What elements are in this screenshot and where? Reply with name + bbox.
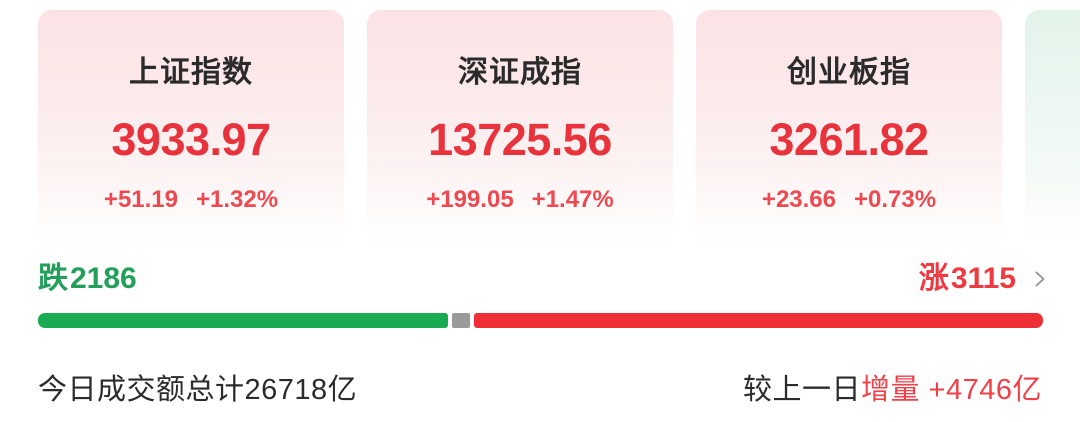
index-card-title: 创业板指	[787, 56, 911, 89]
advancers-group[interactable]: 涨3115	[919, 258, 1050, 300]
index-card-chinext[interactable]: 创业板指 3261.82 +23.66 +0.73%	[696, 10, 1002, 245]
index-card-title: 上证指数	[129, 56, 253, 89]
index-card-value: 3933.97	[111, 114, 271, 165]
turnover-row: 今日成交额总计26718亿 较上一日增量 +4746亿	[0, 362, 1080, 412]
index-change-absolute: +199.05	[426, 186, 514, 213]
index-change-absolute: +51.19	[103, 186, 178, 213]
turnover-change-prefix: 较上一日	[742, 374, 861, 406]
index-card-next-partial[interactable]	[1025, 10, 1080, 245]
index-card-value: 13725.56	[428, 114, 612, 165]
index-card-deltas: +23.66 +0.73%	[696, 188, 1002, 212]
advancers-count: 3115	[950, 262, 1016, 295]
index-cards-strip: 上证指数 3933.97 +51.19 +1.32% 深证成指 13725.56 …	[38, 10, 1080, 245]
decliners-label: 跌2186	[38, 258, 137, 300]
market-breadth-section: 跌2186 涨3115	[0, 258, 1080, 328]
index-change-percent: +1.47%	[531, 186, 614, 213]
decliners-text: 跌	[38, 262, 68, 295]
index-card-value: 3261.82	[769, 114, 929, 165]
index-card-title: 深证成指	[458, 56, 582, 89]
turnover-change-value: 增量 +4746亿	[860, 374, 1042, 406]
breadth-bar-unchanged	[452, 313, 470, 328]
index-change-absolute: +23.66	[761, 186, 836, 213]
index-card-deltas: +199.05 +1.47%	[367, 188, 673, 212]
turnover-total: 今日成交额总计26718亿	[38, 374, 358, 406]
breadth-labels-row: 跌2186 涨3115	[0, 258, 1080, 300]
index-card-shanghai[interactable]: 上证指数 3933.97 +51.19 +1.32%	[38, 10, 344, 245]
index-change-percent: +1.32%	[196, 186, 279, 213]
turnover-change: 较上一日增量 +4746亿	[743, 366, 1042, 408]
breadth-bar-advancers	[474, 313, 1043, 328]
index-change-percent: +0.73%	[854, 186, 937, 213]
index-card-deltas: +51.19 +1.32%	[38, 188, 344, 212]
breadth-progress-bar[interactable]	[38, 313, 1043, 328]
chevron-right-icon[interactable]	[1030, 269, 1050, 289]
advancers-text: 涨	[918, 262, 949, 295]
decliners-count: 2186	[70, 262, 137, 295]
breadth-bar-decliners	[38, 313, 448, 328]
index-card-shenzhen[interactable]: 深证成指 13725.56 +199.05 +1.47%	[367, 10, 673, 245]
advancers-label: 涨3115	[919, 258, 1016, 300]
